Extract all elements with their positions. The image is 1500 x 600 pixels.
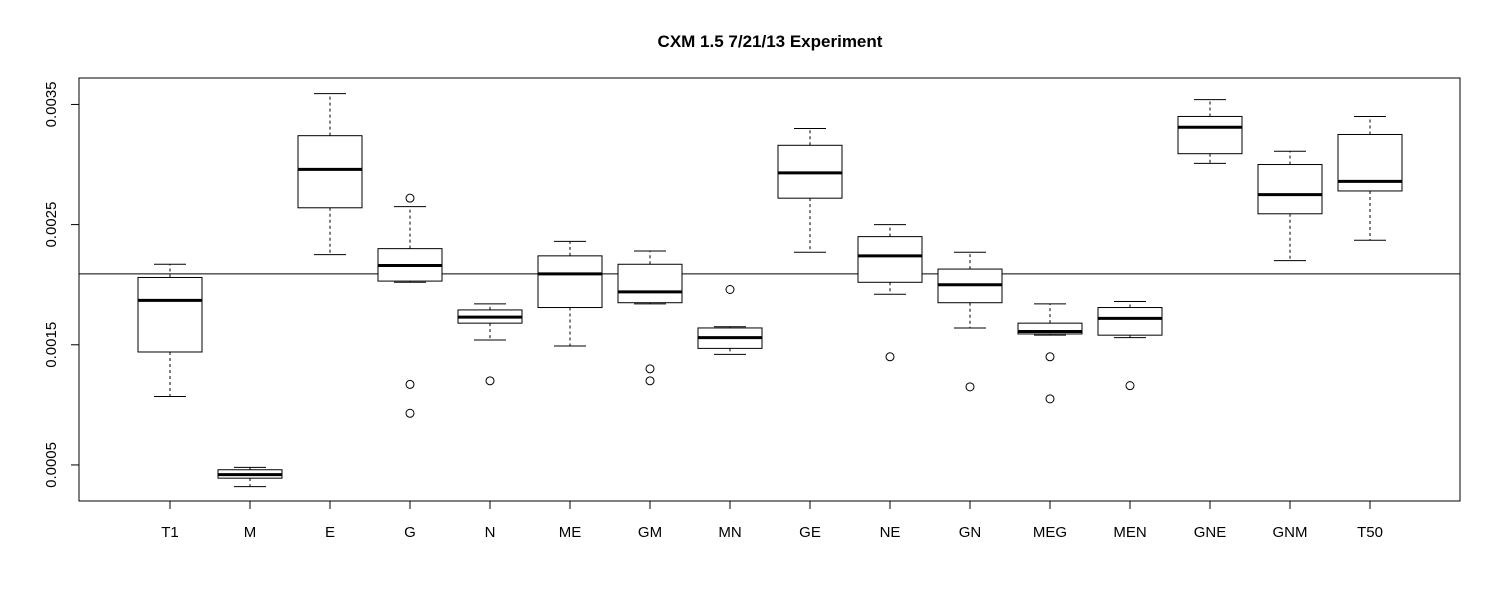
- outlier-point: [405, 193, 415, 203]
- x-tick-label: GM: [638, 524, 662, 541]
- x-tick-label: T50: [1357, 524, 1383, 541]
- y-tick-label: 0.0015: [43, 322, 60, 368]
- box-g: [377, 193, 443, 418]
- box-me: [537, 240, 603, 347]
- box-men: [1097, 301, 1163, 391]
- x-tick-label: MEG: [1033, 524, 1067, 541]
- y-axis: 0.0005 0.0015 0.0025 0.0035: [43, 81, 80, 488]
- outlier-point: [485, 376, 495, 386]
- outlier-point: [965, 382, 975, 392]
- x-axis: T1 M E G N ME GM MN GE NE GN MEG MEN GNE GNM T50: [161, 500, 1383, 541]
- x-tick-label: T1: [161, 524, 179, 541]
- outlier-point: [405, 408, 415, 418]
- box-gne: [1177, 99, 1243, 164]
- y-tick-label: 0.0035: [43, 81, 60, 127]
- x-tick-label: NE: [880, 524, 901, 541]
- x-tick-label: G: [404, 524, 416, 541]
- outlier-point: [645, 376, 655, 386]
- x-tick-label: E: [325, 524, 335, 541]
- iqr-box: [137, 276, 203, 353]
- x-tick-label: M: [244, 524, 257, 541]
- x-tick-label: GNE: [1194, 524, 1227, 541]
- x-tick-label: ME: [559, 524, 582, 541]
- outlier-point: [1045, 352, 1055, 362]
- iqr-box: [857, 236, 923, 283]
- x-tick-label: GE: [799, 524, 821, 541]
- box-meg: [1017, 303, 1083, 404]
- x-tick-label: N: [485, 524, 496, 541]
- plot-frame: [78, 77, 1461, 502]
- box-series: [137, 93, 1403, 488]
- outlier-point: [725, 285, 735, 294]
- x-tick-label: MN: [718, 524, 741, 541]
- box-gnm: [1257, 150, 1323, 262]
- y-tick-label: 0.0005: [43, 442, 60, 488]
- outlier-point: [1045, 394, 1055, 404]
- outlier-point: [405, 379, 415, 389]
- iqr-box: [1017, 322, 1083, 335]
- x-tick-label: GN: [959, 524, 982, 541]
- iqr-box: [537, 255, 603, 309]
- box-ne: [857, 224, 923, 362]
- outlier-point: [885, 352, 895, 362]
- box-t1: [137, 263, 203, 397]
- outlier-point: [1125, 381, 1135, 391]
- box-t50: [1337, 115, 1403, 241]
- box-m: [217, 466, 283, 488]
- x-tick-label: MEN: [1113, 524, 1146, 541]
- box-ge: [777, 127, 843, 253]
- chart-title: CXM 1.5 7/21/13 Experiment: [658, 32, 883, 51]
- y-tick-label: 0.0025: [43, 202, 60, 248]
- box-mn: [697, 285, 763, 355]
- iqr-box: [1177, 115, 1243, 155]
- iqr-box: [617, 263, 683, 304]
- iqr-box: [1257, 164, 1323, 215]
- box-n: [457, 303, 523, 386]
- box-gm: [617, 250, 683, 386]
- x-tick-label: GNM: [1273, 524, 1308, 541]
- outlier-point: [645, 364, 655, 374]
- iqr-box: [1097, 307, 1163, 336]
- box-gn: [937, 251, 1003, 392]
- iqr-box: [297, 135, 363, 209]
- box-e: [297, 93, 363, 256]
